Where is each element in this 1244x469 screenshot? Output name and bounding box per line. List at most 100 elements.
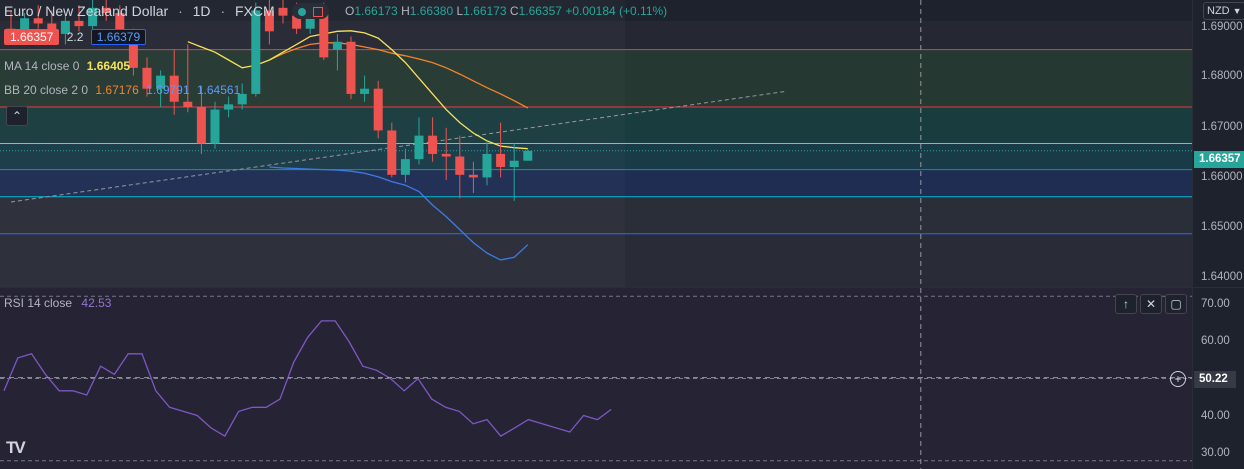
fib-band: [0, 169, 1192, 197]
price-tick: 1.67000: [1201, 121, 1243, 133]
candle-body: [428, 135, 438, 154]
candle-body: [60, 20, 70, 34]
symbol-name: Euro / New Zealand Dollar: [4, 3, 169, 19]
candle-body: [74, 20, 84, 27]
rsi-legend[interactable]: RSI 14 close 42.53: [4, 295, 111, 311]
plus-circle-icon: +: [1170, 371, 1186, 387]
bb-lower-line: [269, 166, 529, 261]
alert-icon: [313, 6, 324, 17]
chevron-up-icon: ⌃: [11, 109, 23, 123]
sell-button[interactable]: 1.66357: [4, 29, 60, 45]
ohlc-high: 1.66380: [409, 4, 454, 18]
rsi-tick: 40.00: [1201, 410, 1230, 422]
arrow-up-icon: ↑: [1123, 297, 1129, 311]
price-tick: 1.68000: [1201, 70, 1243, 82]
rsi-tick: 60.00: [1201, 335, 1230, 347]
rsi-label: RSI 14 close: [4, 296, 73, 310]
candle-body: [332, 41, 342, 50]
interval: 1D: [192, 3, 211, 19]
fib-band: [0, 143, 1192, 170]
ohlc-low: 1.66173: [463, 4, 507, 18]
candle-body: [400, 159, 410, 175]
maximize-icon: ▢: [1170, 297, 1182, 311]
fib-band-bottom: [0, 233, 1192, 287]
candle-body: [101, 7, 111, 14]
spread-value: 2.2: [66, 30, 84, 44]
ohlc-open: 1.66173: [354, 4, 398, 18]
current-price-label: 1.66357: [1194, 151, 1244, 168]
candle-body: [47, 23, 57, 34]
candle-body: [183, 101, 193, 107]
candle-body: [20, 18, 30, 34]
ohlc-change: +0.00184 (+0.11%): [565, 4, 668, 18]
candle-body: [360, 88, 370, 94]
ohlc-close: 1.66357: [518, 4, 562, 18]
candle-body: [264, 10, 274, 32]
crosshair-value-label: 50.22: [1194, 371, 1236, 388]
candle-body: [142, 67, 152, 89]
close-icon: ✕: [1145, 297, 1157, 311]
ma-line: [187, 30, 528, 150]
candle-body: [319, 7, 329, 58]
price-tick: 1.69000: [1201, 21, 1243, 33]
candle-body: [292, 15, 302, 29]
candle-body: [88, 7, 98, 27]
candle-body: [387, 130, 397, 175]
candle-body: [509, 160, 519, 167]
market-open-dot-icon: [298, 7, 306, 16]
candle-body: [210, 109, 220, 144]
candle-body: [251, 10, 261, 94]
add-crosshair-button[interactable]: +: [1170, 371, 1186, 387]
candle-body: [196, 106, 206, 144]
rsi-line: [3, 320, 612, 437]
maximize-pane-button[interactable]: ▢: [1165, 294, 1187, 314]
bb-legend[interactable]: BB 20 close 2 0 1.67176 1.69791 1.64561: [4, 82, 240, 98]
ma-legend[interactable]: MA 14 close 0 1.66405: [4, 58, 130, 74]
trade-buttons: 1.66357 2.2 1.66379: [4, 29, 147, 45]
currency-label: NZD: [1207, 5, 1230, 17]
candle-body: [115, 13, 125, 32]
candle-body: [455, 156, 465, 175]
price-tick: 1.64000: [1201, 271, 1243, 283]
bb-basis-line: [269, 42, 529, 109]
move-pane-up-button[interactable]: ↑: [1115, 294, 1137, 314]
bb-label: BB 20 close 2 0: [4, 83, 89, 97]
candle-body: [237, 93, 247, 105]
candle-body: [128, 31, 138, 68]
rsi-tick: 70.00: [1201, 298, 1230, 310]
ma-label: MA 14 close 0: [4, 59, 80, 73]
currency-selector[interactable]: NZD ▼: [1203, 2, 1244, 20]
fib-band: [0, 49, 1192, 107]
candle-body: [496, 153, 506, 167]
data-source: FXCM: [235, 3, 275, 19]
rsi-value: 42.53: [81, 296, 112, 310]
price-tick: 1.65000: [1201, 221, 1243, 233]
ma-value: 1.66405: [86, 59, 131, 73]
candle-body: [482, 153, 492, 178]
close-pane-button[interactable]: ✕: [1140, 294, 1162, 314]
fib-band: [0, 196, 1192, 234]
collapse-legend-button[interactable]: ⌃: [6, 106, 28, 126]
tradingview-logo-icon[interactable]: TV: [6, 438, 26, 457]
rsi-tick: 30.00: [1201, 447, 1230, 459]
market-status[interactable]: [292, 3, 330, 19]
candle-body: [346, 41, 356, 94]
candle-body: [414, 135, 424, 160]
chevron-down-icon: ▼: [1232, 6, 1242, 16]
candle-body: [33, 18, 43, 24]
symbol-header[interactable]: Euro / New Zealand Dollar · 1D · FXCM: [4, 3, 275, 19]
candle-body: [468, 174, 478, 178]
bb-basis-value: 1.67176: [95, 83, 139, 97]
bb-lower-value: 1.64561: [196, 83, 241, 97]
trendline: [10, 90, 787, 203]
price-tick: 1.66000: [1201, 171, 1243, 183]
candle-body: [169, 75, 179, 102]
candle-body: [523, 150, 533, 161]
bb-upper-value: 1.69791: [146, 83, 190, 97]
candle-body: [156, 75, 166, 89]
candle-body: [224, 104, 234, 110]
candle-body: [278, 7, 288, 16]
candle-body: [373, 88, 383, 131]
buy-button[interactable]: 1.66379: [90, 29, 147, 45]
